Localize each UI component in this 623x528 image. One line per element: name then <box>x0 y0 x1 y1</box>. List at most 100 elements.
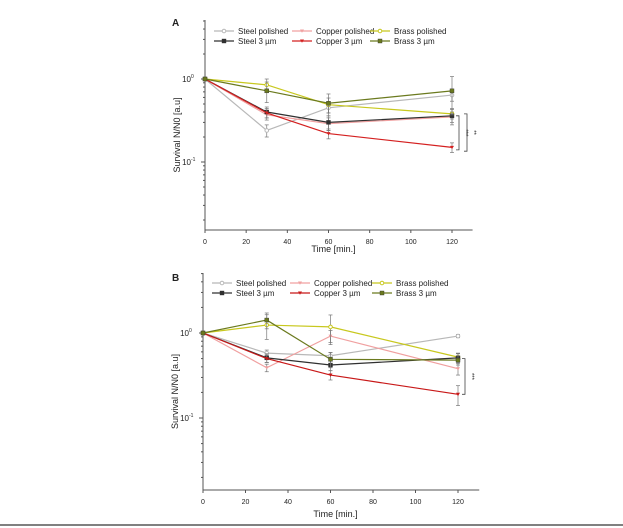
y-tick-label: 10 <box>180 414 189 423</box>
bottom-divider <box>0 524 623 526</box>
data-point <box>455 333 461 339</box>
x-axis-label: Time [min.] <box>313 509 357 519</box>
legend-item: Copper 3 µm <box>292 37 363 46</box>
legend-label: Copper 3 µm <box>316 37 363 46</box>
x-tick-label: 60 <box>327 499 335 506</box>
data-point <box>326 120 331 125</box>
legend-label: Copper polished <box>316 27 374 36</box>
data-point <box>456 367 460 371</box>
series-line <box>202 324 459 358</box>
x-tick-label: 120 <box>452 499 464 506</box>
series-line <box>204 78 453 104</box>
y-tick-exponent: -1 <box>191 157 196 163</box>
data-point <box>328 324 333 330</box>
data-point <box>200 330 206 336</box>
series-line <box>202 319 459 361</box>
data-point <box>455 357 461 363</box>
legend-item: Brass polished <box>372 279 448 288</box>
legend-item: Brass 3 µm <box>370 37 435 46</box>
legend-item: Copper polished <box>290 279 372 288</box>
data-point <box>377 28 383 34</box>
x-tick-label: 100 <box>405 239 417 246</box>
data-point <box>264 111 269 115</box>
data-point <box>264 317 269 323</box>
data-point <box>326 101 331 106</box>
y-tick-label: 10 <box>180 329 189 338</box>
y-axis-label: Survival N/N0 [a.u] <box>170 354 180 429</box>
data-point <box>328 373 333 377</box>
y-tick-exponent: 0 <box>189 328 192 334</box>
series-line <box>202 332 459 370</box>
data-point <box>449 88 455 94</box>
x-axis-label: Time [min.] <box>311 244 355 254</box>
legend-label: Steel 3 µm <box>236 289 275 298</box>
series-brass-3-m <box>202 76 455 117</box>
x-tick-label: 20 <box>242 499 250 506</box>
series-line <box>204 78 453 125</box>
legend-label: Steel polished <box>238 27 288 36</box>
data-point <box>264 88 269 94</box>
bracket-line <box>464 113 468 152</box>
data-point <box>377 38 383 44</box>
significance-bracket: ** <box>464 113 476 152</box>
legend-item: Steel polished <box>212 279 286 288</box>
x-tick-label: 0 <box>203 239 207 246</box>
data-point <box>300 29 304 33</box>
y-tick-exponent: 0 <box>191 74 194 80</box>
legend-label: Steel 3 µm <box>238 37 277 46</box>
x-tick-label: 20 <box>242 239 250 246</box>
y-tick-label: 10 <box>182 75 191 84</box>
data-point <box>221 38 227 44</box>
data-point <box>300 39 304 43</box>
panel-label-a: A <box>172 18 179 29</box>
series-line <box>202 332 459 395</box>
x-tick-label: 40 <box>284 499 292 506</box>
significance-label: ** <box>470 130 476 135</box>
legend-label: Brass polished <box>394 27 446 36</box>
x-tick-label: 0 <box>201 499 205 506</box>
legend-item: Copper 3 µm <box>290 289 361 298</box>
data-point <box>379 280 385 286</box>
significance-bracket: *** <box>462 358 474 395</box>
data-point <box>298 291 302 295</box>
legend-item: Copper polished <box>292 27 374 36</box>
bracket-line <box>456 115 460 151</box>
significance-label: *** <box>462 129 468 137</box>
legend-label: Brass polished <box>396 279 448 288</box>
bracket-line <box>462 358 466 395</box>
x-tick-label: 120 <box>446 239 458 246</box>
x-tick-label: 100 <box>410 499 422 506</box>
series-line <box>202 332 459 357</box>
data-point <box>219 290 225 296</box>
data-point <box>456 392 460 397</box>
y-tick-label: 10 <box>182 158 191 167</box>
legend-label: Copper polished <box>314 279 372 288</box>
data-point <box>450 145 454 150</box>
legend-item: Brass polished <box>370 27 446 36</box>
significance-bracket: *** <box>456 115 468 151</box>
legend-item: Brass 3 µm <box>372 289 437 298</box>
x-tick-label: 40 <box>283 239 291 246</box>
x-tick-label: 60 <box>325 239 333 246</box>
data-point <box>328 357 333 362</box>
panel-label-b: B <box>172 273 179 284</box>
data-point <box>202 76 208 82</box>
legend-label: Brass 3 µm <box>394 37 435 46</box>
data-point <box>326 132 331 136</box>
data-point <box>264 366 269 370</box>
data-point <box>379 290 385 296</box>
legend-label: Steel polished <box>236 279 286 288</box>
series-line <box>204 78 453 148</box>
legend-item: Steel 3 µm <box>212 289 275 298</box>
x-tick-label: 80 <box>366 239 374 246</box>
data-point <box>264 357 269 361</box>
legend-item: Steel 3 µm <box>214 37 277 46</box>
data-point <box>219 280 225 286</box>
data-point <box>221 28 227 34</box>
x-tick-label: 80 <box>369 499 377 506</box>
series-brass-3-m <box>200 312 461 369</box>
y-axis-label: Survival N/N0 [a.u] <box>172 97 182 172</box>
